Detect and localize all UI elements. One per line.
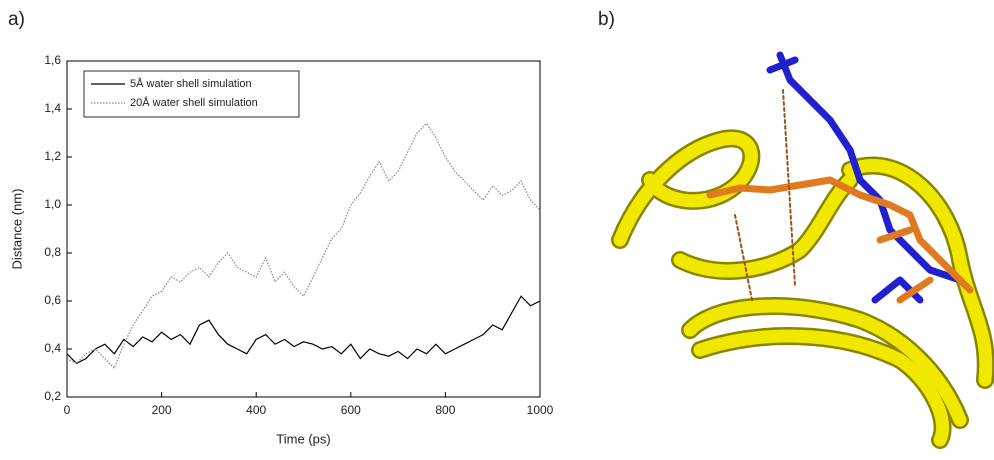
y-tick-label: 1,2 <box>44 149 61 163</box>
x-tick-label: 200 <box>152 403 172 417</box>
molecule-image <box>611 51 994 449</box>
y-tick-label: 1,6 <box>44 53 61 67</box>
plot-frame <box>66 60 541 398</box>
panel-label: a) <box>8 9 25 30</box>
y-tick-label: 0,6 <box>44 293 61 307</box>
y-tick-label: 1,0 <box>44 197 61 211</box>
panel-label: b) <box>598 9 615 30</box>
y-tick-label: 1,4 <box>44 101 61 115</box>
y-tick-label: 0,2 <box>44 389 61 403</box>
y-tick-label: 0,4 <box>44 341 61 355</box>
y-tick-label: 0,8 <box>44 245 61 259</box>
data-line <box>66 122 541 370</box>
x-axis-label: Time (ps) <box>276 431 330 446</box>
x-tick-label: 1000 <box>527 403 554 417</box>
data-line <box>66 295 541 365</box>
legend-box <box>83 70 300 118</box>
x-tick-label: 400 <box>246 403 266 417</box>
legend-label: 5Å water shell simulation <box>130 77 252 90</box>
x-tick-label: 600 <box>341 403 361 417</box>
x-tick-label: 800 <box>435 403 455 417</box>
x-tick-label: 0 <box>64 403 71 417</box>
legend-label: 20Å water shell simulation <box>130 96 258 109</box>
y-axis-label: Distance (nm) <box>9 189 24 270</box>
